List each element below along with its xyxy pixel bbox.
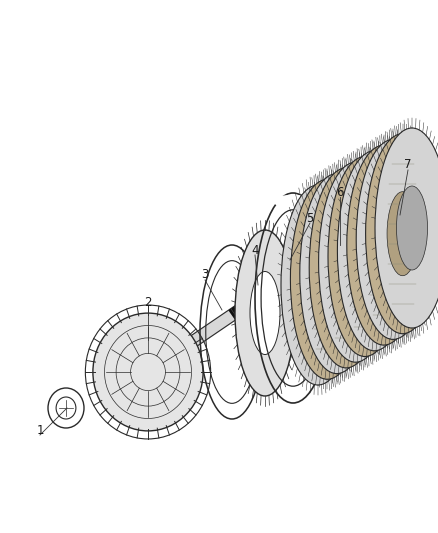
- Text: 1: 1: [36, 424, 44, 437]
- Ellipse shape: [300, 174, 374, 374]
- Polygon shape: [228, 296, 256, 320]
- Ellipse shape: [309, 168, 383, 368]
- Ellipse shape: [387, 192, 418, 276]
- Ellipse shape: [337, 151, 411, 351]
- Ellipse shape: [350, 214, 381, 298]
- Text: 6: 6: [336, 185, 344, 198]
- Ellipse shape: [235, 230, 295, 396]
- Text: 7: 7: [404, 158, 412, 172]
- Ellipse shape: [290, 179, 364, 379]
- Ellipse shape: [312, 237, 343, 321]
- Ellipse shape: [368, 203, 399, 287]
- Ellipse shape: [321, 232, 352, 316]
- Ellipse shape: [366, 134, 438, 334]
- Ellipse shape: [328, 157, 402, 357]
- Ellipse shape: [378, 197, 409, 281]
- Ellipse shape: [396, 186, 427, 270]
- Polygon shape: [159, 272, 291, 367]
- Ellipse shape: [318, 162, 392, 362]
- Ellipse shape: [93, 313, 203, 431]
- Text: 5: 5: [306, 212, 314, 224]
- Text: 4: 4: [251, 244, 259, 256]
- Ellipse shape: [340, 220, 371, 304]
- Ellipse shape: [274, 196, 312, 207]
- Ellipse shape: [56, 397, 76, 419]
- Ellipse shape: [347, 145, 421, 345]
- Ellipse shape: [359, 209, 390, 293]
- Text: 3: 3: [201, 269, 208, 281]
- Ellipse shape: [281, 185, 355, 385]
- Ellipse shape: [303, 243, 334, 327]
- Text: 2: 2: [144, 295, 152, 309]
- Ellipse shape: [250, 271, 280, 354]
- Ellipse shape: [375, 128, 438, 328]
- Ellipse shape: [331, 226, 362, 310]
- Ellipse shape: [48, 388, 84, 428]
- Ellipse shape: [356, 140, 430, 340]
